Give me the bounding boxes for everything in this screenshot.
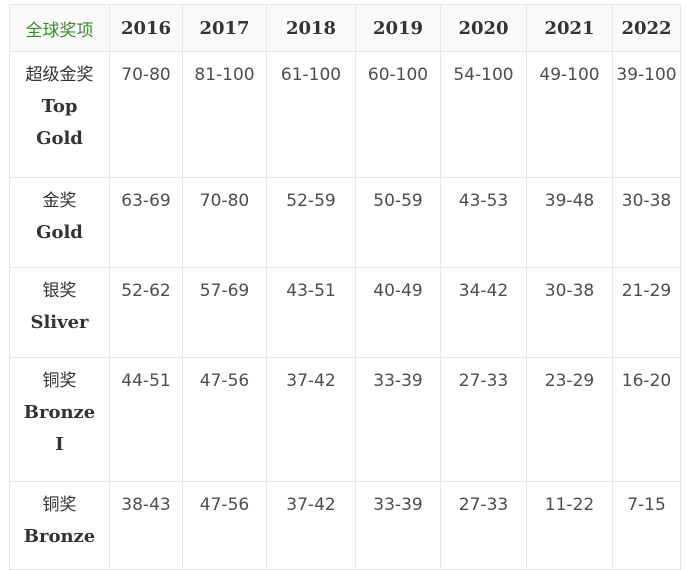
score-range-cell: 70-80 — [109, 51, 183, 178]
score-range-cell: 39-100 — [612, 51, 681, 178]
score-range-cell: 21-29 — [612, 267, 681, 358]
award-name-cn: 金奖 — [42, 191, 77, 211]
year-header-2019: 2019 — [355, 4, 441, 52]
award-name-cn: 超级金奖 — [25, 65, 94, 85]
score-range-cell: 11-22 — [526, 481, 613, 570]
score-range-cell: 43-51 — [266, 267, 356, 358]
score-range-cell: 57-69 — [182, 267, 267, 358]
row-label-cell: 超级金奖 Top Gold — [9, 51, 110, 178]
score-range-cell: 52-59 — [266, 177, 356, 268]
score-range-cell: 40-49 — [355, 267, 441, 358]
award-name-en: Gold — [36, 222, 83, 243]
score-range-cell: 52-62 — [109, 267, 183, 358]
score-range-cell: 38-43 — [109, 481, 183, 570]
score-range-cell: 16-20 — [612, 357, 681, 482]
score-range-cell: 44-51 — [109, 357, 183, 482]
score-range-cell: 30-38 — [526, 267, 613, 358]
score-range-cell: 33-39 — [355, 357, 441, 482]
award-name-en: Bronze — [23, 526, 96, 547]
year-header-2018: 2018 — [266, 4, 356, 52]
score-range-cell: 7-15 — [612, 481, 681, 570]
score-range-cell: 34-42 — [440, 267, 527, 358]
award-name-en: Sliver — [30, 312, 89, 333]
year-header-2017: 2017 — [182, 4, 267, 52]
year-header-2020: 2020 — [440, 4, 527, 52]
score-range-cell: 61-100 — [266, 51, 356, 178]
score-range-cell: 27-33 — [440, 357, 527, 482]
awards-table: 全球奖项 2016 2017 2018 2019 2020 2021 2022 … — [9, 4, 681, 570]
row-label-cell: 银奖 Sliver — [9, 267, 110, 358]
score-range-cell: 49-100 — [526, 51, 613, 178]
award-name-cn: 银奖 — [42, 281, 77, 301]
table-row-bronze-1: 铜奖 Bronze I 44-51 47-56 37-42 33-39 27-3… — [9, 357, 681, 482]
score-range-cell: 81-100 — [182, 51, 267, 178]
award-name-en: Gold — [36, 128, 83, 149]
score-range-cell: 23-29 — [526, 357, 613, 482]
year-header-2021: 2021 — [526, 4, 613, 52]
table-row-gold: 金奖 Gold 63-69 70-80 52-59 50-59 43-53 39… — [9, 177, 681, 268]
year-header-2022: 2022 — [612, 4, 681, 52]
header-row: 全球奖项 2016 2017 2018 2019 2020 2021 2022 — [9, 4, 681, 52]
score-range-cell: 54-100 — [440, 51, 527, 178]
score-range-cell: 30-38 — [612, 177, 681, 268]
table-row-silver: 银奖 Sliver 52-62 57-69 43-51 40-49 34-42 … — [9, 267, 681, 358]
score-range-cell: 37-42 — [266, 481, 356, 570]
row-label-cell: 金奖 Gold — [9, 177, 110, 268]
score-range-cell: 47-56 — [182, 357, 267, 482]
table-row-top-gold: 超级金奖 Top Gold 70-80 81-100 61-100 60-100… — [9, 51, 681, 178]
score-range-cell: 47-56 — [182, 481, 267, 570]
score-range-cell: 39-48 — [526, 177, 613, 268]
award-name-en: Top — [41, 96, 78, 117]
score-range-cell: 43-53 — [440, 177, 527, 268]
year-header-2016: 2016 — [109, 4, 183, 52]
table-row-bronze-2: 铜奖 Bronze 38-43 47-56 37-42 33-39 27-33 … — [9, 481, 681, 570]
score-range-cell: 27-33 — [440, 481, 527, 570]
corner-header-cell: 全球奖项 — [9, 4, 110, 52]
score-range-cell: 70-80 — [182, 177, 267, 268]
award-name-cn: 铜奖 — [42, 495, 77, 515]
score-range-cell: 37-42 — [266, 357, 356, 482]
score-range-cell: 63-69 — [109, 177, 183, 268]
row-label-cell: 铜奖 Bronze I — [9, 357, 110, 482]
award-name-cn: 铜奖 — [42, 371, 77, 391]
award-name-en: I — [55, 434, 64, 455]
score-range-cell: 50-59 — [355, 177, 441, 268]
score-range-cell: 33-39 — [355, 481, 441, 570]
row-label-cell: 铜奖 Bronze — [9, 481, 110, 570]
award-name-en: Bronze — [23, 402, 96, 423]
score-range-cell: 60-100 — [355, 51, 441, 178]
